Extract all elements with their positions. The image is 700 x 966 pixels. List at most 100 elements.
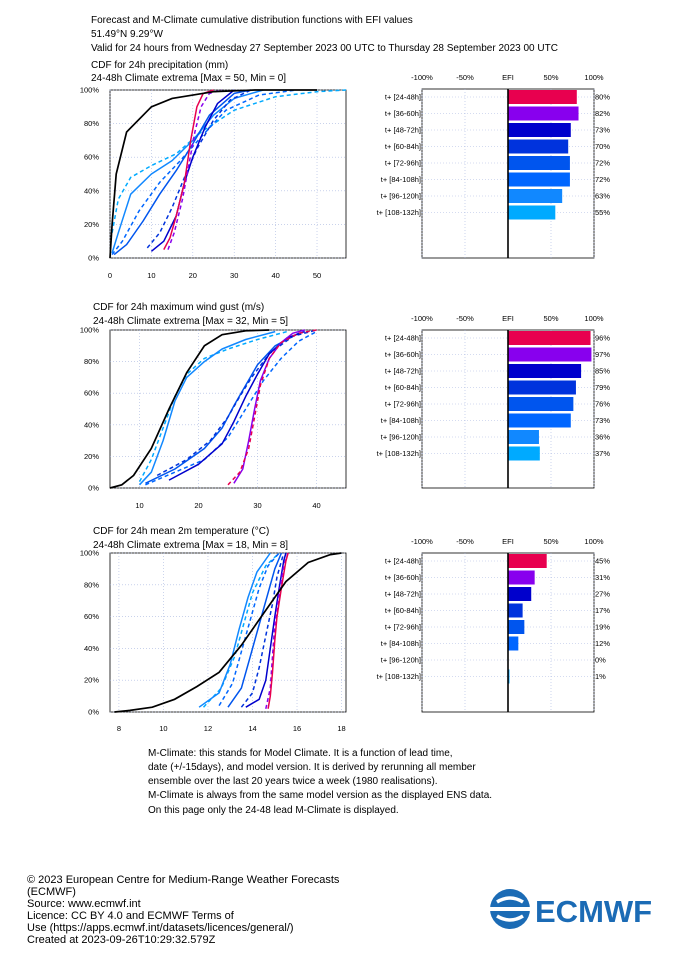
panel3-efi-axis-label: -50% (456, 537, 474, 546)
panel1-efi-axis-label: -100% (411, 73, 433, 82)
panel2-cdf-series-60-84h (156, 329, 317, 477)
panel2-ytick-label: 40% (84, 420, 99, 429)
panel1-efi-bar-6 (508, 189, 563, 203)
panel3-subtitle: 24-48h Climate extrema [Max = 18, Min = … (93, 540, 289, 551)
panel2-xtick-label: 40 (312, 501, 320, 510)
panel3-efi-lead-label: t+ [48-72h] (385, 590, 421, 599)
panel2-cdf-series-96-120h (138, 330, 276, 486)
panel3-xtick-label: 16 (293, 724, 301, 733)
footer-org: (ECMWF) (27, 886, 76, 898)
panel1-xtick-label: 0 (108, 271, 112, 280)
ecmwf-logo-text: ECMWF (535, 894, 652, 929)
note-line-4: M-Climate is always from the same model … (148, 790, 493, 801)
panel2-efi-lead-label: t+ [108-132h] (377, 449, 421, 458)
panel2-ytick-label: 80% (84, 357, 99, 366)
panel3-efi-bar-1 (508, 570, 535, 585)
panel3-cdf-series-108-132h (202, 552, 280, 708)
panel1-efi-lead-label: t+ [60-84h] (385, 142, 421, 151)
panel2-efi-value-label: 37% (595, 449, 610, 458)
panel3-efi-value-label: 0% (595, 656, 606, 665)
panel2-cdf-series-24-48h (227, 329, 317, 486)
panel1-ytick-label: 40% (84, 186, 99, 195)
panel1-efi-bar-0 (508, 90, 577, 104)
panel3-efi-lead-label: t+ [84-108h] (381, 639, 421, 648)
note-line-5: On this page only the 24-48 lead M-Clima… (148, 805, 399, 816)
footer-source: Source: www.ecmwf.int (27, 898, 141, 910)
panel1-xtick-label: 40 (271, 271, 279, 280)
panel2-efi-lead-label: t+ [72-96h] (385, 400, 421, 409)
header-validity: Valid for 24 hours from Wednesday 27 Sep… (91, 43, 558, 54)
panel1-subtitle: 24-48h Climate extrema [Max = 50, Min = … (91, 73, 287, 84)
panel2-efi-bar-6 (508, 430, 539, 444)
panel1-xtick-label: 50 (313, 271, 321, 280)
panel2-efi-lead-label: t+ [48-72h] (385, 367, 421, 376)
panel3-efi-value-label: 1% (595, 672, 606, 681)
panel2-efi-bar-3 (508, 380, 576, 395)
panel1-cdf-series-36-60h (167, 89, 222, 250)
panel3-efi-value-label: 17% (595, 606, 610, 615)
panel3-xtick-label: 18 (337, 724, 345, 733)
note-line-3: ensemble over the last 20 years twice a … (148, 776, 438, 787)
panel1-cdf-series-96-120h (111, 89, 264, 254)
panel1-efi-lead-label: t+ [72-96h] (385, 159, 421, 168)
panel1-cdf-series-72-96h (113, 89, 251, 256)
panel3-efi-bar-4 (508, 620, 525, 634)
panel2-ytick-label: 0% (88, 484, 99, 493)
panel2-efi-lead-label: t+ [24-48h] (385, 334, 421, 343)
panel1-efi-axis-label: -50% (456, 73, 474, 82)
panel2-efi-bar-0 (508, 331, 591, 345)
panel1-ytick-label: 60% (84, 153, 99, 162)
panel2-efi-value-label: 97% (595, 350, 610, 359)
footer-created: Created at 2023-09-26T10:29:32.579Z (27, 934, 216, 946)
panel1-cdf-series-108-132h (111, 89, 347, 233)
panel3-ytick-label: 100% (80, 549, 100, 558)
panel2-efi-bar-5 (508, 413, 571, 428)
panel2-efi-axis-label: EFI (502, 314, 514, 323)
panel3-efi-bar-2 (508, 587, 532, 601)
ecmwf-logo-icon (490, 889, 530, 929)
panel2-efi-value-label: 73% (595, 416, 610, 425)
panel1-efi-axis-label: 50% (543, 73, 558, 82)
footer-licence: Licence: CC BY 4.0 and ECMWF Terms of (27, 910, 234, 922)
panel3-cdf-series-48-72h (245, 552, 287, 708)
panel3-title: CDF for 24h mean 2m temperature (°C) (93, 526, 270, 537)
panel3-ytick-label: 60% (84, 612, 99, 621)
panel2-efi-bar-7 (508, 446, 540, 461)
panel1-efi-bar-1 (508, 106, 579, 121)
panel1-efi-value-label: 63% (595, 192, 610, 201)
panel2-xtick-label: 30 (253, 501, 261, 510)
panel3-efi-lead-label: t+ [24-48h] (385, 557, 421, 566)
header-location: 51.49°N 9.29°W (91, 29, 163, 40)
panel1-efi-value-label: 72% (595, 159, 610, 168)
panel3-efi-bar-5 (508, 636, 519, 651)
panel1-xtick-label: 20 (189, 271, 197, 280)
panel3-efi-value-label: 12% (595, 639, 610, 648)
panel1-ytick-label: 20% (84, 220, 99, 229)
panel1-efi-bar-2 (508, 123, 571, 137)
panel2-efi-axis-label: 100% (584, 314, 604, 323)
charts-canvas: 0% 20% 40% 60% 80% 100% 0 10 20 30 40 50 -100% -50% EF… (80, 73, 611, 733)
panel2-efi-value-label: 85% (595, 367, 610, 376)
panel3-efi-value-label: 31% (595, 573, 610, 582)
panel3-ytick-label: 0% (88, 708, 99, 717)
panel3-efi-axis-label: -100% (411, 537, 433, 546)
panel3-efi-value-label: 27% (595, 590, 610, 599)
panel3-efi-value-label: 19% (595, 623, 610, 632)
panel2-efi-lead-label: t+ [36-60h] (385, 350, 421, 359)
panel1-efi-value-label: 80% (595, 93, 610, 102)
panel3-efi-lead-label: t+ [96-120h] (381, 656, 421, 665)
panel3-cdf-series-60-84h (240, 552, 285, 708)
panel1-efi-bar-7 (508, 205, 556, 220)
panel2-efi-value-label: 96% (595, 334, 610, 343)
panel1-efi-lead-label: t+ [84-108h] (381, 175, 421, 184)
panel3-cdf-series-36-60h (265, 552, 289, 709)
panel1-xtick-label: 10 (147, 271, 155, 280)
note-line-1: M-Climate: this stands for Model Climate… (148, 748, 453, 759)
panel2-efi-axis-label: -50% (456, 314, 474, 323)
panel3-ytick-label: 80% (84, 580, 99, 589)
panel3-efi-value-label: 45% (595, 557, 610, 566)
panel3-efi-axis-label: 100% (584, 537, 604, 546)
panel2-efi-bar-4 (508, 397, 574, 411)
panel2-efi-lead-label: t+ [60-84h] (385, 383, 421, 392)
panel2-cdf-series-108-132h (138, 330, 288, 483)
